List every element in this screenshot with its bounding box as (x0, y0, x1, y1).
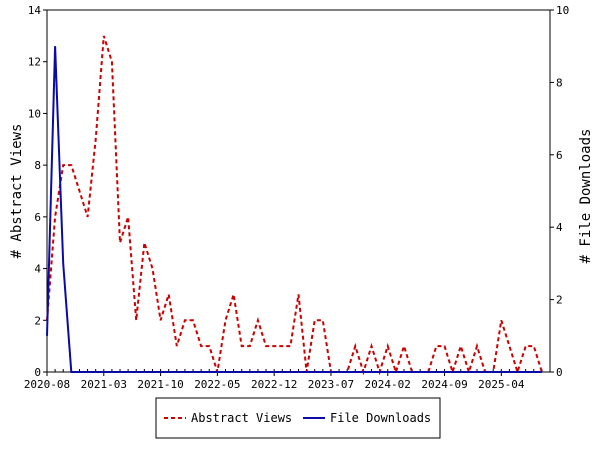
x-tick-label: 2024-09 (421, 378, 467, 391)
series-layer (46, 35, 543, 376)
left-tick-label: 12 (28, 56, 41, 69)
x-tick-label: 2023-07 (308, 378, 354, 391)
x-tick-label: 2021-03 (81, 378, 127, 391)
x-axis-ticks: 2020-08 2021-03 2021-10 2022-05 2022-12 2023-… (24, 369, 551, 391)
left-tick-label: 4 (34, 263, 41, 276)
plot-area (46, 9, 551, 373)
x-tick-label: 2024-02 (365, 378, 411, 391)
right-tick-label: 8 (556, 76, 563, 89)
x-tick-label: 2021-10 (137, 378, 183, 391)
legend: Abstract Views File Downloads (155, 397, 441, 439)
right-axis-title: # File Downloads (578, 129, 594, 264)
x-tick-label: 2022-05 (194, 378, 240, 391)
right-tick-label: 4 (556, 221, 563, 234)
left-tick-label: 14 (28, 4, 42, 17)
right-tick-label: 10 (556, 4, 569, 17)
x-tick-label: 2025-04 (478, 378, 525, 391)
left-tick-label: 0 (34, 366, 41, 379)
left-tick-label: 10 (28, 107, 41, 120)
legend-box (155, 397, 441, 439)
left-tick-label: 6 (34, 211, 41, 224)
x-tick-label: 2022-12 (251, 378, 297, 391)
right-axis-ticks: 0 2 4 6 8 10 (550, 4, 569, 379)
series-line-abstract-views (46, 35, 543, 376)
left-tick-label: 8 (34, 159, 41, 172)
right-tick-label: 2 (556, 294, 563, 307)
left-axis-title: # Abstract Views (9, 124, 25, 259)
left-tick-label: 2 (34, 314, 41, 327)
legend-label-abstract-views: Abstract Views (191, 411, 292, 425)
left-axis-ticks: 0 2 4 6 8 10 12 14 (28, 4, 47, 379)
x-tick-label: 2020-08 (24, 378, 70, 391)
legend-label-file-downloads: File Downloads (330, 411, 431, 425)
series-line-file-downloads (46, 46, 542, 373)
right-tick-label: 0 (556, 366, 563, 379)
right-tick-label: 6 (556, 149, 563, 162)
